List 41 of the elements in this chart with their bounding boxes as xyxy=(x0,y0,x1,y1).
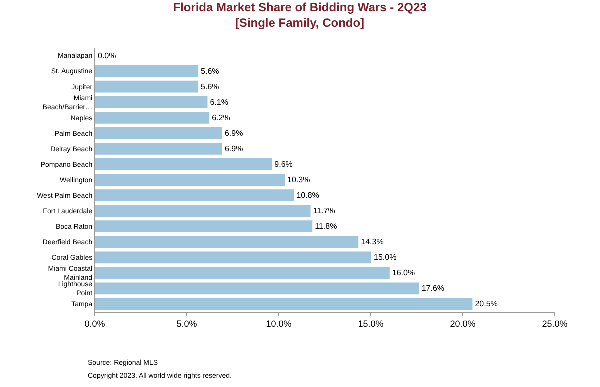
bar xyxy=(95,96,208,108)
data-label: 9.6% xyxy=(274,160,293,169)
data-label: 10.3% xyxy=(288,176,310,184)
data-label: 0.0% xyxy=(98,51,116,60)
bar xyxy=(95,80,199,93)
chart-subtitle: [Single Family, Condo] xyxy=(235,16,365,30)
data-label: 6.9% xyxy=(224,128,244,138)
bar xyxy=(95,205,311,217)
data-label: 15.0% xyxy=(374,253,397,262)
data-label: 6.1% xyxy=(210,98,228,107)
data-label: 6.9% xyxy=(224,144,244,154)
x-tick-label: 20.0% xyxy=(450,318,476,329)
bar xyxy=(95,282,420,295)
data-label: 20.5% xyxy=(475,300,498,309)
bar xyxy=(95,65,199,78)
bar xyxy=(95,298,473,310)
x-tick-label: 15.0% xyxy=(358,318,384,329)
data-label: 11.7% xyxy=(313,206,336,216)
bar xyxy=(95,158,272,170)
data-label: 5.6% xyxy=(201,82,220,92)
data-label: 16.0% xyxy=(392,268,416,278)
bar xyxy=(95,252,372,264)
data-label: 10.8% xyxy=(296,191,320,200)
data-label: 11.8% xyxy=(315,222,338,232)
x-tick-label: 5.0% xyxy=(176,318,198,329)
x-tick-label: 0.0% xyxy=(84,318,106,329)
bar xyxy=(95,127,222,140)
bar xyxy=(95,236,359,248)
bar xyxy=(95,220,313,233)
data-label: 5.6% xyxy=(201,66,220,76)
data-label: 17.6% xyxy=(422,284,445,294)
chart-title: Florida Market Share of Bidding Wars - 2Q23 xyxy=(173,0,428,15)
bar xyxy=(95,174,286,186)
bar xyxy=(95,143,222,155)
x-tick-label: 10.0% xyxy=(266,318,292,329)
bar xyxy=(95,267,390,280)
data-label: 6.2% xyxy=(212,113,230,122)
bar xyxy=(95,112,210,124)
x-tick-label: 25.0% xyxy=(542,318,568,329)
data-label: 14.3% xyxy=(361,238,384,247)
bar xyxy=(95,190,294,202)
